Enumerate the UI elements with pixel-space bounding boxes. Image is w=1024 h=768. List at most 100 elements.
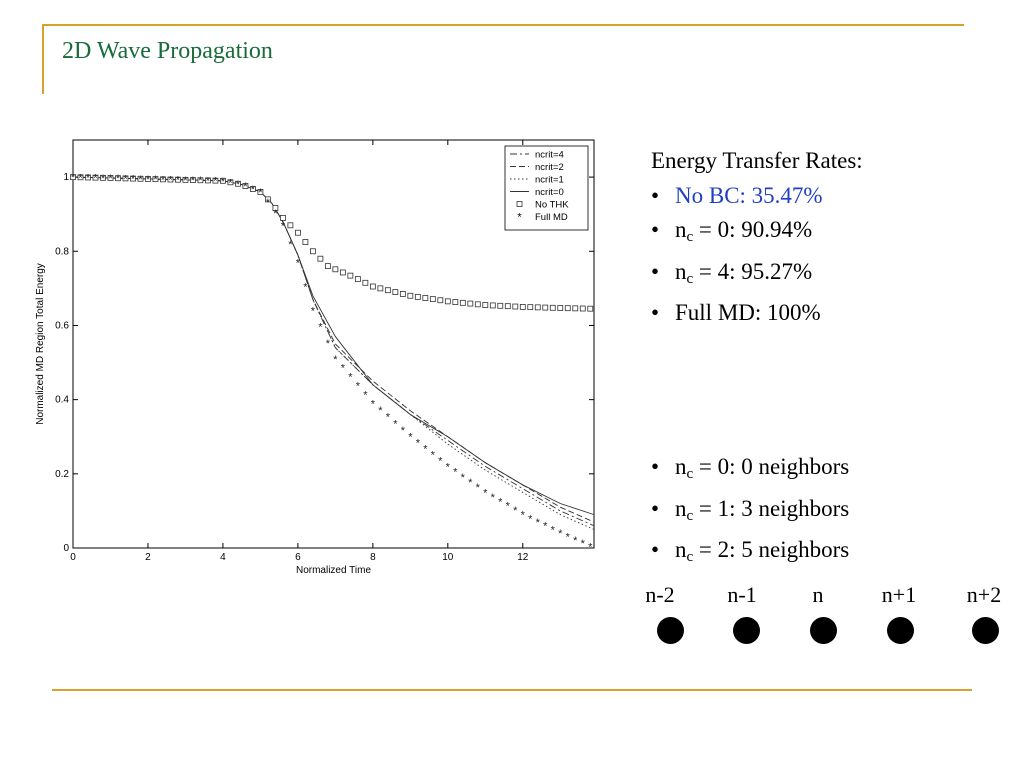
no-thk-marker xyxy=(399,291,406,297)
rate-nc4-text: = 4: 95.27% xyxy=(693,258,813,284)
full-md-marker: * xyxy=(333,354,338,366)
full-md-marker: * xyxy=(71,172,76,184)
no-thk-marker xyxy=(347,272,354,279)
y-tick-label: 0.8 xyxy=(55,246,69,257)
no-thk-marker xyxy=(564,305,571,312)
no-thk-marker xyxy=(70,174,76,180)
node-dot-n xyxy=(809,617,837,644)
rates-heading: Energy Transfer Rates: xyxy=(651,148,863,173)
rate-full-md-text: Full MD: 100% xyxy=(675,300,821,325)
no-thk-marker xyxy=(407,292,414,299)
legend-label-ncrit-0: ncrit=0 xyxy=(535,187,564,198)
node-dot-n-minus-1 xyxy=(732,617,760,644)
no-thk-marker xyxy=(227,179,234,186)
x-tick-label: 12 xyxy=(517,552,529,563)
full-md-marker: * xyxy=(303,282,308,294)
full-md-marker: * xyxy=(93,173,98,185)
neighbor-item-nc2: • nc = 2: 5 neighbors xyxy=(651,533,849,575)
full-md-marker: * xyxy=(116,173,121,185)
no-thk-marker xyxy=(122,175,129,182)
rate-nc0-sub: c xyxy=(686,229,694,245)
neighbor-counts: • nc = 0: 0 neighbors • nc = 1: 3 neighbor… xyxy=(651,450,849,575)
full-md-marker: * xyxy=(588,541,593,553)
full-md-marker: * xyxy=(101,173,106,185)
neighbor-nc0-n: n xyxy=(675,454,687,479)
node-label-n-minus-1: n-1 xyxy=(727,582,757,607)
full-md-marker: * xyxy=(446,461,451,473)
no-thk-marker xyxy=(369,283,376,290)
neighbor-item-nc0: • nc = 0: 0 neighbors xyxy=(651,450,849,492)
rate-item-nc0: • nc = 0: 90.94% xyxy=(651,213,863,255)
node-dot-n-plus-2 xyxy=(971,617,999,644)
legend-label-full-md: Full MD xyxy=(535,212,568,223)
full-md-marker: * xyxy=(213,176,218,188)
neighbor-nc1-sub: c xyxy=(686,507,694,524)
no-thk-marker xyxy=(377,285,384,292)
full-md-marker: * xyxy=(326,338,331,350)
no-thk-marker xyxy=(85,174,91,181)
full-md-marker: * xyxy=(288,239,293,251)
full-md-marker: * xyxy=(573,535,578,547)
legend-swatch-full-md: * xyxy=(517,212,522,224)
no-thk-marker xyxy=(489,302,496,309)
full-md-marker: * xyxy=(341,363,346,375)
full-md-marker: * xyxy=(243,181,248,193)
full-md-marker: * xyxy=(483,487,488,499)
rate-item-full-md: • Full MD: 100% xyxy=(651,296,863,331)
full-md-marker: * xyxy=(453,467,458,479)
no-thk-marker xyxy=(235,180,241,187)
no-thk-marker xyxy=(362,279,369,286)
full-md-marker: * xyxy=(161,174,166,186)
no-thk-marker xyxy=(414,293,421,300)
bullet-dot: • xyxy=(651,495,660,521)
no-thk-marker xyxy=(145,176,151,182)
no-thk-marker xyxy=(302,239,309,245)
full-md-marker: * xyxy=(86,172,91,184)
bullet-dot: • xyxy=(651,217,660,242)
no-thk-marker xyxy=(265,196,271,203)
full-md-marker: * xyxy=(138,174,143,186)
left-rule xyxy=(42,24,44,94)
energy-chart: 0 2 4 6 8 10 12 0 0.2 0.4 0.6 0.8 1 Normalized Time No… xyxy=(30,134,600,589)
node-label-n-plus-1: n+1 xyxy=(881,582,917,607)
node-label-n-minus-2: n-2 xyxy=(645,582,675,607)
full-md-marker: * xyxy=(476,482,481,494)
no-thk-marker xyxy=(504,303,511,310)
no-thk-marker xyxy=(429,296,436,303)
neighbor-nc2-n: n xyxy=(675,537,687,562)
no-thk-marker xyxy=(317,255,324,262)
no-thk-marker xyxy=(542,304,549,311)
full-md-marker: * xyxy=(131,174,136,186)
no-thk-marker xyxy=(519,304,526,310)
full-md-marker: * xyxy=(356,381,361,393)
y-tick-label: 0.6 xyxy=(55,320,69,331)
top-rule xyxy=(42,24,964,26)
no-thk-marker xyxy=(212,177,219,184)
neighbor-nc0-sub: c xyxy=(686,466,694,482)
neighbor-nc2-sub: c xyxy=(686,549,694,565)
no-thk-marker xyxy=(527,304,534,311)
no-thk-marker xyxy=(137,175,144,182)
full-md-marker: * xyxy=(491,492,496,504)
neighbor-nc1-n: n xyxy=(675,495,687,521)
no-thk-marker xyxy=(467,300,474,307)
x-tick-label: 2 xyxy=(145,552,151,563)
y-tick-label: 1 xyxy=(63,172,69,183)
neighbor-nc1-text: = 1: 3 neighbors xyxy=(693,495,850,521)
full-md-marker: * xyxy=(536,517,541,529)
full-md-marker: * xyxy=(296,257,301,269)
no-thk-marker xyxy=(205,177,211,184)
node-label-n: n xyxy=(812,582,824,607)
full-md-marker: * xyxy=(401,425,406,437)
energy-chart-svg: 0 2 4 6 8 10 12 0 0.2 0.4 0.6 0.8 1 Normalized Time No… xyxy=(35,139,595,576)
full-md-marker: * xyxy=(281,220,286,232)
no-thk-marker xyxy=(115,175,121,182)
energy-transfer-rates: Energy Transfer Rates: • No BC: 35.47% • n… xyxy=(651,144,863,331)
full-md-marker: * xyxy=(416,438,421,450)
no-thk-marker xyxy=(339,269,346,276)
no-thk-marker xyxy=(384,287,391,294)
full-md-marker: * xyxy=(348,372,353,384)
full-md-marker: * xyxy=(318,322,323,334)
full-md-marker: * xyxy=(566,531,571,543)
legend-swatch-no-thk xyxy=(516,201,523,207)
